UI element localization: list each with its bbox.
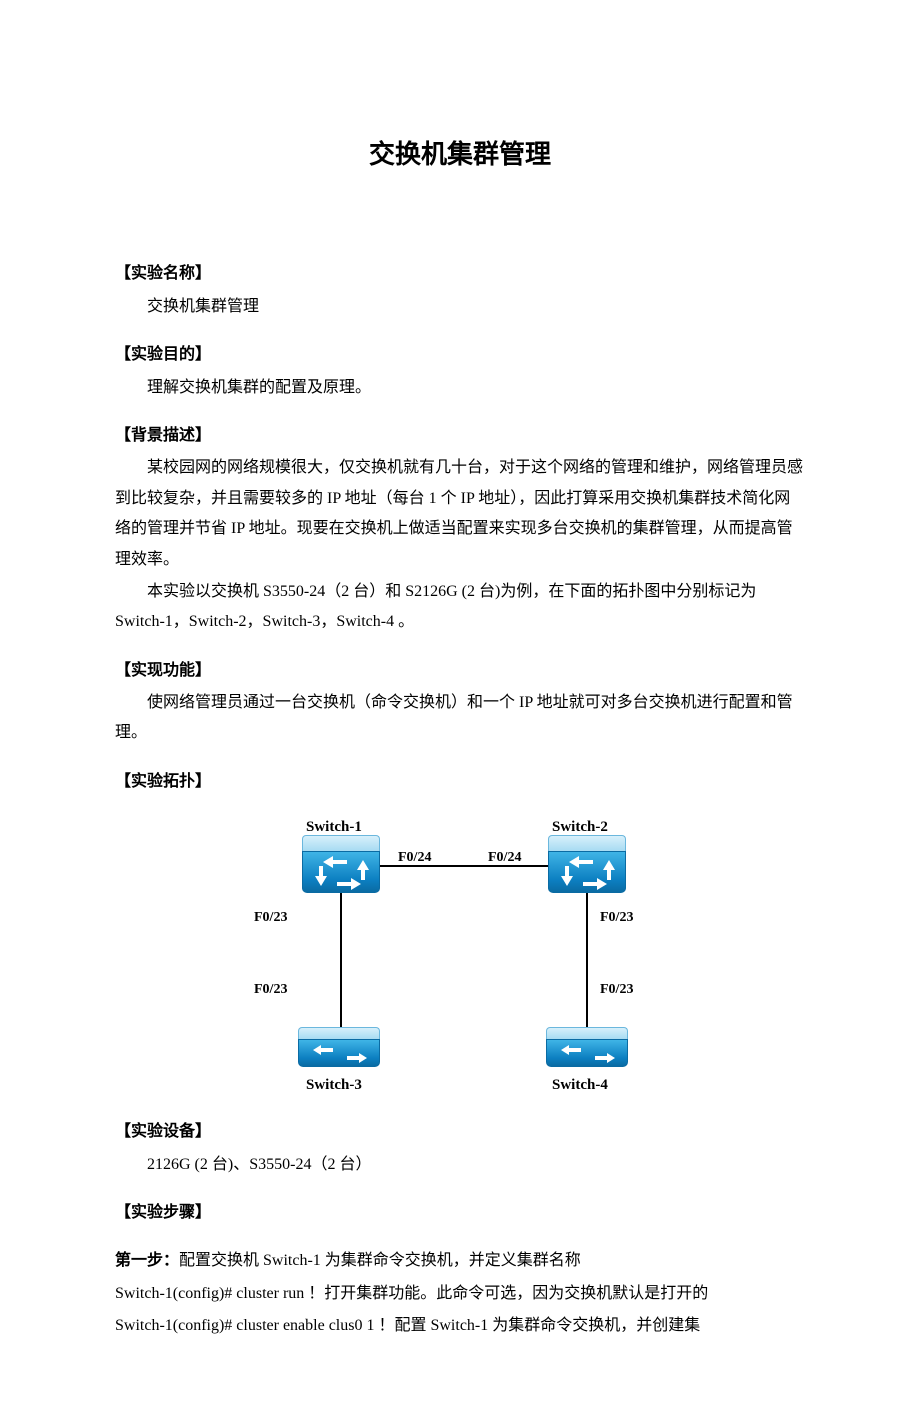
section-heading-background: 【背景描述】	[115, 421, 805, 451]
port-label-4: F0/23	[254, 977, 287, 1004]
port-label-3: F0/23	[600, 905, 633, 932]
cmd-line-2: Switch-1(config)# cluster enable clus0 1…	[115, 1311, 805, 1341]
name-text: 交换机集群管理	[115, 292, 805, 322]
section-heading-devices: 【实验设备】	[115, 1117, 805, 1147]
section-heading-goal: 【实验目的】	[115, 340, 805, 370]
step1: 第一步：配置交换机 Switch-1 为集群命令交换机，并定义集群名称	[115, 1246, 805, 1276]
switch-label-sw4: Switch-4	[552, 1071, 608, 1100]
port-label-5: F0/23	[600, 977, 633, 1004]
page-title: 交换机集群管理	[115, 130, 805, 179]
switch-sw2	[548, 835, 626, 893]
goal-text: 理解交换机集群的配置及原理。	[115, 373, 805, 403]
port-label-0: F0/24	[398, 845, 431, 872]
background-p2: 本实验以交换机 S3550-24（2 台）和 S2126G (2 台)为例，在下…	[115, 577, 805, 638]
section-heading-function: 【实现功能】	[115, 656, 805, 686]
devices-text: 2126G (2 台)、S3550-24（2 台）	[115, 1150, 805, 1180]
switch-sw1	[302, 835, 380, 893]
section-heading-topology: 【实验拓扑】	[115, 767, 805, 797]
port-label-2: F0/23	[254, 905, 287, 932]
topology-diagram: Switch-1 Switch-2 Switch-3 Switch-4 F0/24…	[230, 809, 690, 1099]
link-2	[586, 893, 588, 1027]
switch-label-sw3: Switch-3	[306, 1071, 362, 1100]
function-text: 使网络管理员通过一台交换机（命令交换机）和一个 IP 地址就可对多台交换机进行配…	[115, 688, 805, 749]
section-heading-name: 【实验名称】	[115, 259, 805, 289]
background-p1: 某校园网的网络规模很大，仅交换机就有几十台，对于这个网络的管理和维护，网络管理员…	[115, 453, 805, 575]
switch-label-sw2: Switch-2	[552, 813, 608, 842]
step1-text: 配置交换机 Switch-1 为集群命令交换机，并定义集群名称	[179, 1252, 581, 1269]
step1-label: 第一步：	[115, 1252, 179, 1269]
switch-sw4	[546, 1027, 628, 1067]
link-1	[340, 893, 342, 1027]
switch-sw3	[298, 1027, 380, 1067]
switch-label-sw1: Switch-1	[306, 813, 362, 842]
section-heading-steps: 【实验步骤】	[115, 1198, 805, 1228]
port-label-1: F0/24	[488, 845, 521, 872]
cmd-line-1: Switch-1(config)# cluster run ！打开集群功能。此命…	[115, 1279, 805, 1309]
